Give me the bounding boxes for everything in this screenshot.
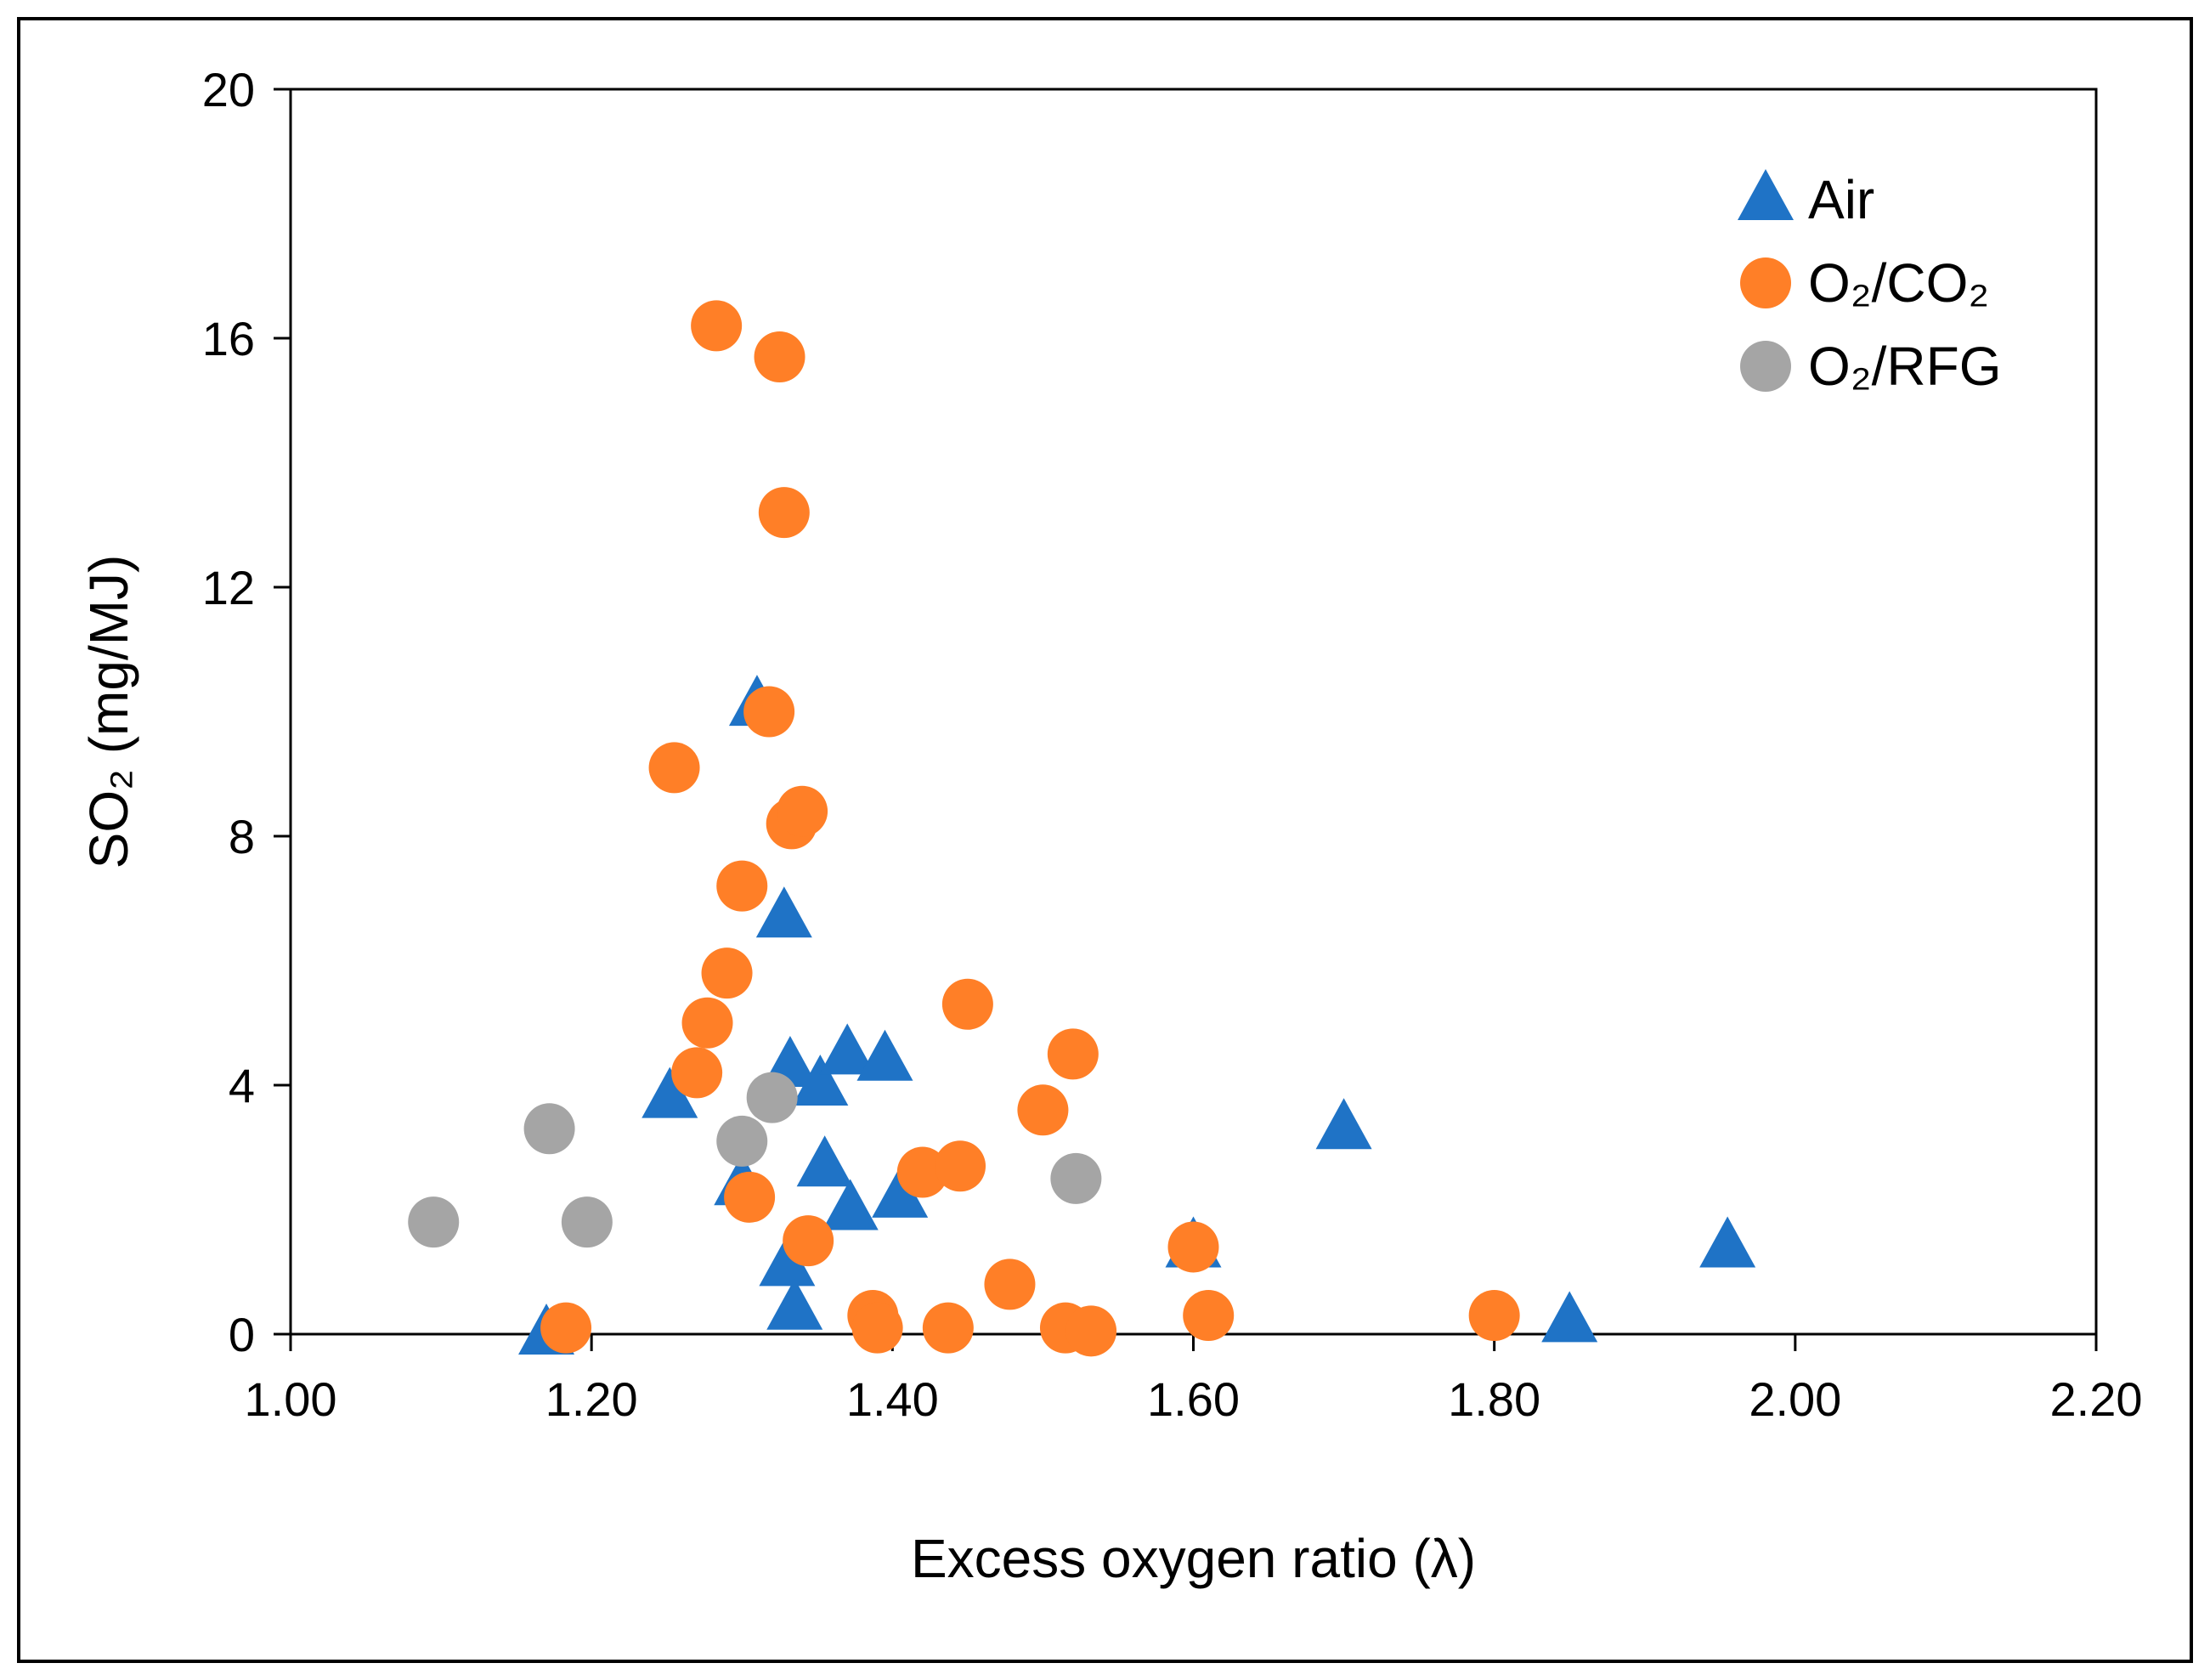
- point-o2-co2: [701, 947, 753, 999]
- y-tick-label: 20: [202, 63, 255, 116]
- point-o2-co2: [922, 1302, 974, 1354]
- point-o2-rfg: [716, 1115, 768, 1167]
- x-axis-title: Excess oxygen ratio (λ): [911, 1528, 1476, 1589]
- point-o2-co2: [851, 1302, 903, 1354]
- series-o2-rfg: [408, 1072, 1102, 1248]
- point-o2-co2: [941, 978, 993, 1030]
- point-o2-co2: [896, 1146, 948, 1198]
- point-air: [1541, 1291, 1598, 1343]
- point-o2-co2: [1017, 1084, 1069, 1136]
- point-o2-rfg: [1050, 1152, 1102, 1204]
- legend-label-o2-rfg: O₂/RFG: [1808, 336, 2002, 397]
- axes: 0 4 8 12 16 20 1.00 1.20 1.40 1.60 1.80 2.00 2.20 Exc…: [78, 63, 2143, 1589]
- point-o2-co2: [1065, 1305, 1117, 1357]
- point-air: [766, 1278, 823, 1330]
- chart-frame: [17, 17, 2193, 1663]
- point-air: [759, 1235, 816, 1287]
- point-o2-co2: [691, 300, 743, 352]
- point-o2-co2: [1167, 1221, 1219, 1273]
- y-tick-label: 16: [202, 312, 255, 365]
- x-tick-label: 1.80: [1448, 1372, 1540, 1426]
- legend-marker-o2-rfg: [1740, 341, 1791, 392]
- point-air: [1699, 1216, 1756, 1268]
- x-tick-label: 1.60: [1147, 1372, 1240, 1426]
- point-o2-co2: [648, 742, 700, 794]
- point-o2-co2: [540, 1302, 592, 1354]
- point-o2-co2: [1468, 1290, 1520, 1342]
- point-air: [792, 1055, 849, 1106]
- point-air: [796, 1135, 853, 1187]
- y-tick-label: 8: [229, 810, 255, 863]
- point-o2-co2: [724, 1171, 776, 1223]
- point-o2-co2: [1183, 1290, 1235, 1342]
- point-o2-co2: [984, 1259, 1036, 1310]
- legend-item-o2-rfg: O₂/RFG: [1740, 336, 2002, 397]
- series-o2-co2: [540, 300, 1520, 1357]
- point-air: [822, 1179, 879, 1230]
- point-o2-co2: [743, 686, 795, 738]
- point-air: [642, 1066, 698, 1118]
- point-o2-co2: [681, 997, 733, 1049]
- x-tick-label: 2.00: [1749, 1372, 1841, 1426]
- legend-label-air: Air: [1808, 169, 1874, 230]
- point-o2-rfg: [523, 1103, 575, 1155]
- point-o2-co2: [783, 1215, 834, 1267]
- y-tick-label: 0: [229, 1308, 255, 1361]
- point-air: [872, 1166, 929, 1218]
- y-tick-label: 4: [229, 1059, 255, 1112]
- y-tick-label: 12: [202, 561, 255, 614]
- legend-label-o2-co2: O₂/CO₂: [1808, 252, 1989, 314]
- legend-item-air: Air: [1738, 169, 1874, 230]
- series-air: [518, 675, 1756, 1355]
- data-points: [408, 300, 1756, 1357]
- point-o2-co2: [758, 487, 810, 539]
- point-o2-rfg: [408, 1196, 460, 1248]
- legend: Air O₂/CO₂ O₂/RFG: [1738, 169, 2002, 397]
- point-o2-rfg: [746, 1072, 798, 1123]
- point-air: [819, 1023, 876, 1075]
- point-o2-co2: [716, 860, 768, 912]
- legend-item-o2-co2: O₂/CO₂: [1740, 252, 1989, 314]
- x-tick-label: 1.40: [846, 1372, 939, 1426]
- legend-marker-o2-co2: [1740, 257, 1791, 308]
- x-tick-label: 2.20: [2050, 1372, 2143, 1426]
- x-tick-label: 1.00: [245, 1372, 337, 1426]
- point-air: [1315, 1098, 1372, 1150]
- y-axis-title: SO₂ (mg/MJ): [78, 555, 139, 869]
- x-tick-label: 1.20: [545, 1372, 638, 1426]
- point-o2-co2: [671, 1047, 723, 1099]
- point-air: [755, 886, 812, 938]
- point-o2-rfg: [561, 1196, 613, 1248]
- legend-marker-air: [1738, 169, 1794, 220]
- point-o2-co2: [777, 785, 828, 837]
- point-o2-co2: [935, 1140, 986, 1192]
- point-air: [856, 1029, 913, 1081]
- point-o2-co2: [1047, 1028, 1099, 1080]
- point-o2-co2: [754, 331, 805, 382]
